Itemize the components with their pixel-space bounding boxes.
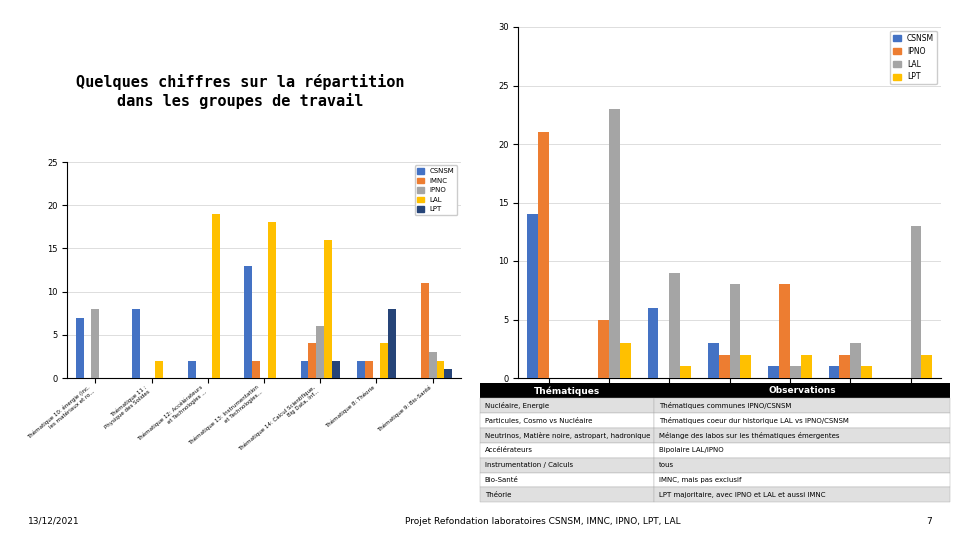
Bar — [212, 214, 220, 378]
Bar — [922, 355, 932, 378]
Text: LPT majoritaire, avec IPNO et LAL et aussi IMNC: LPT majoritaire, avec IPNO et LAL et aus… — [659, 492, 826, 498]
Bar — [132, 309, 140, 378]
Bar — [708, 343, 719, 378]
Bar — [252, 361, 260, 378]
Bar — [620, 343, 631, 378]
Text: IMNC, mais pas exclusif: IMNC, mais pas exclusif — [659, 477, 741, 483]
Text: tous: tous — [659, 462, 674, 468]
Text: Nucléaire, Energie: Nucléaire, Energie — [485, 402, 549, 409]
Text: Thématiques: Thématiques — [534, 386, 600, 396]
FancyBboxPatch shape — [654, 413, 950, 428]
Text: Accélérateurs: Accélérateurs — [485, 447, 533, 453]
Bar — [538, 132, 548, 378]
FancyBboxPatch shape — [654, 428, 950, 443]
Bar — [648, 308, 659, 378]
FancyBboxPatch shape — [654, 443, 950, 457]
Text: Mélange des labos sur les thématiques émergentes: Mélange des labos sur les thématiques ém… — [659, 432, 839, 439]
Bar — [380, 343, 388, 378]
FancyBboxPatch shape — [654, 398, 950, 413]
Bar — [300, 361, 308, 378]
Bar — [730, 285, 740, 378]
Text: 13/12/2021: 13/12/2021 — [29, 517, 80, 525]
Legend: CSNSM, IMNC, IPNO, LAL, LPT: CSNSM, IMNC, IPNO, LAL, LPT — [415, 165, 457, 215]
FancyBboxPatch shape — [480, 443, 654, 457]
Bar — [719, 355, 730, 378]
Bar — [156, 361, 163, 378]
Bar — [444, 369, 452, 378]
FancyBboxPatch shape — [654, 487, 950, 502]
Legend: CSNSM, IPNO, LAL, LPT: CSNSM, IPNO, LAL, LPT — [890, 31, 937, 84]
FancyBboxPatch shape — [480, 413, 654, 428]
FancyBboxPatch shape — [654, 472, 950, 487]
Text: Bipolaire LAL/IPNO: Bipolaire LAL/IPNO — [659, 447, 724, 453]
Bar — [420, 283, 429, 378]
Text: Neutrinos, Matière noire, astropart, hadronique: Neutrinos, Matière noire, astropart, had… — [485, 432, 650, 439]
FancyBboxPatch shape — [480, 398, 654, 413]
Bar — [527, 214, 538, 378]
FancyBboxPatch shape — [480, 428, 654, 443]
FancyBboxPatch shape — [654, 457, 950, 472]
Bar — [268, 222, 276, 378]
FancyBboxPatch shape — [654, 383, 950, 398]
Bar — [768, 366, 780, 378]
Bar — [669, 273, 680, 378]
Bar — [598, 320, 609, 378]
Text: Instrumentation / Calculs: Instrumentation / Calculs — [485, 462, 573, 468]
Text: Bio-Santé: Bio-Santé — [485, 477, 518, 483]
Bar — [308, 343, 316, 378]
Text: Thématiques coeur dur historique LAL vs IPNO/CSNSM: Thématiques coeur dur historique LAL vs … — [659, 417, 849, 424]
FancyBboxPatch shape — [480, 487, 654, 502]
Bar — [851, 343, 861, 378]
Text: Observations: Observations — [768, 386, 836, 395]
Bar — [839, 355, 851, 378]
Bar — [740, 355, 752, 378]
Bar — [680, 366, 691, 378]
Bar — [861, 366, 872, 378]
Bar — [911, 226, 922, 378]
Bar — [429, 352, 437, 378]
Bar — [244, 266, 252, 378]
Text: Particules, Cosmo vs Nucléaire: Particules, Cosmo vs Nucléaire — [485, 417, 592, 424]
Bar — [828, 366, 839, 378]
Bar — [324, 240, 332, 378]
Text: Quelques chiffres sur la répartition
dans les groupes de travail: Quelques chiffres sur la répartition dan… — [76, 75, 404, 109]
Bar — [780, 285, 790, 378]
Bar — [188, 361, 196, 378]
FancyBboxPatch shape — [480, 457, 654, 472]
Bar — [801, 355, 811, 378]
Bar — [365, 361, 372, 378]
Bar — [316, 326, 324, 378]
Bar — [76, 318, 84, 378]
Text: Projet Refondation laboratoires CSNSM, IMNC, IPNO, LPT, LAL: Projet Refondation laboratoires CSNSM, I… — [405, 517, 681, 525]
Bar — [790, 366, 801, 378]
FancyBboxPatch shape — [480, 472, 654, 487]
Text: Théorie: Théorie — [485, 492, 511, 498]
FancyBboxPatch shape — [480, 383, 654, 398]
Bar — [437, 361, 444, 378]
Bar — [357, 361, 365, 378]
Bar — [609, 109, 620, 378]
Text: Thématiques communes IPNO/CSNSM: Thématiques communes IPNO/CSNSM — [659, 402, 791, 409]
Bar — [332, 361, 340, 378]
Bar — [388, 309, 396, 378]
Text: 7: 7 — [925, 517, 931, 525]
Bar — [91, 309, 99, 378]
